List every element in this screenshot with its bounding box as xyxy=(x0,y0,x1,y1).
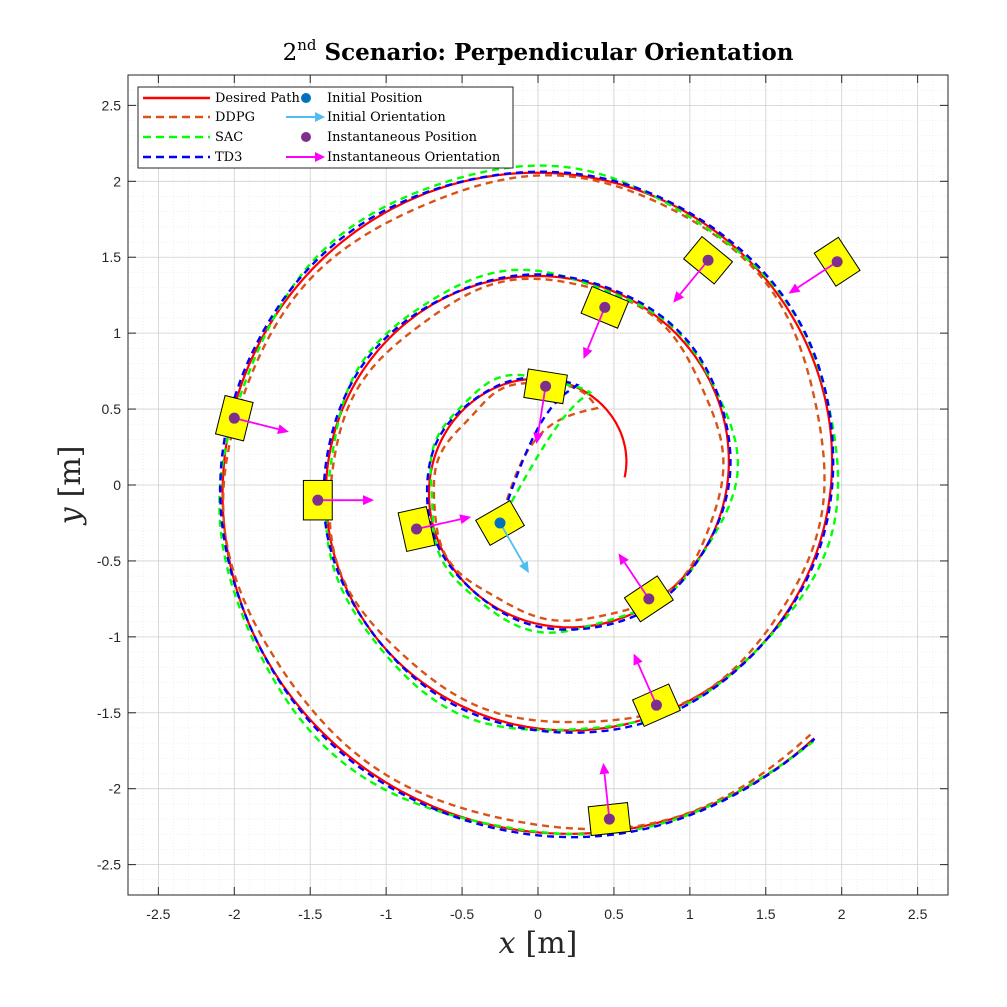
instantaneous-orientation-arrow-head xyxy=(599,762,610,775)
major-grid xyxy=(128,75,948,895)
instantaneous-orientation-arrow-head xyxy=(277,424,289,435)
legend-instantaneous-orientation-label: Instantaneous Orientation xyxy=(327,150,501,165)
instantaneous-orientation-arrow-head xyxy=(673,291,684,303)
instantaneous-orientation-arrow-head xyxy=(583,346,593,359)
instantaneous-orientation-arrow-head xyxy=(533,432,544,444)
instantaneous-position-marker xyxy=(599,301,611,313)
instantaneous-position-marker xyxy=(643,593,655,605)
y-tick-label: -0.5 xyxy=(97,553,121,569)
legend-initial-position-marker xyxy=(301,93,311,103)
y-tick-label: -2.5 xyxy=(97,857,121,873)
instantaneous-position-marker xyxy=(312,494,324,506)
initial-position-marker xyxy=(494,517,506,529)
instantaneous-position-marker xyxy=(540,380,552,392)
instantaneous-orientation-arrow-head xyxy=(633,653,643,666)
x-tick-label: -1.5 xyxy=(298,906,322,922)
legend-instantaneous-position-label: Instantaneous Position xyxy=(327,130,478,145)
x-axis-unit: [m] xyxy=(526,926,578,961)
instantaneous-orientation-arrow-shaft xyxy=(586,306,606,350)
x-tick-label: -2 xyxy=(228,906,241,922)
instantaneous-position-marker xyxy=(228,412,240,424)
instantaneous-orientation-arrow-head xyxy=(363,495,374,506)
instantaneous-orientation-arrow-shaft xyxy=(537,386,547,434)
y-tick-label: 1.5 xyxy=(102,249,122,265)
instantaneous-orientation-arrow-shaft xyxy=(603,773,611,820)
instantaneous-orientation-arrow-shaft xyxy=(416,518,461,530)
y-tick-label: -2 xyxy=(109,781,122,797)
instantaneous-orientation-arrow-shaft xyxy=(234,417,279,431)
instantaneous-position-marker xyxy=(650,699,662,711)
series-line-ddpg xyxy=(222,174,826,831)
instantaneous-position-marker xyxy=(831,256,843,268)
title-main: Scenario: Perpendicular Orientation xyxy=(316,39,793,66)
legend: Desired Path DDPG SAC TD3 Initial Positi… xyxy=(137,86,514,169)
instantaneous-orientation-arrow-head xyxy=(788,283,801,294)
x-axis-label: x [m] xyxy=(499,926,578,961)
x-tick-label: 2.5 xyxy=(908,906,928,922)
x-tick-label: 1 xyxy=(686,906,694,922)
legend-desired-path-label: Desired Path xyxy=(215,91,300,106)
legend-instantaneous-position-marker xyxy=(301,132,311,142)
instantaneous-position-marker xyxy=(702,254,714,266)
instantaneous-position-marker xyxy=(603,813,615,825)
plot-content xyxy=(214,164,861,839)
instantaneous-orientation-arrow-shaft xyxy=(637,663,658,706)
x-axis-symbol: x xyxy=(499,926,516,961)
instantaneous-position-marker xyxy=(411,523,423,535)
x-tick-label: 1.5 xyxy=(756,906,776,922)
x-tick-label: 0 xyxy=(534,906,542,922)
y-tick-label: -1 xyxy=(109,629,122,645)
instantaneous-orientation-arrow-head xyxy=(618,553,629,566)
y-tick-label: -1.5 xyxy=(97,705,121,721)
y-tick-label: 0.5 xyxy=(102,401,122,417)
instantaneous-orientation-arrow-shaft xyxy=(679,259,709,295)
legend-sac-label: SAC xyxy=(215,130,243,145)
x-tick-label: 0.5 xyxy=(604,906,624,922)
initial-orientation-arrow-head xyxy=(519,561,529,574)
legend-ddpg-label: DDPG xyxy=(215,110,255,125)
instantaneous-orientation-arrow-shaft xyxy=(623,561,650,600)
instantaneous-orientation-arrow-head xyxy=(459,514,472,525)
legend-initial-position-label: Initial Position xyxy=(327,91,423,106)
y-tick-label: 2.5 xyxy=(102,97,122,113)
legend-box xyxy=(137,86,514,169)
y-tick-label: 1 xyxy=(113,325,121,341)
x-tick-label: 2 xyxy=(838,906,846,922)
y-axis-unit: [m] xyxy=(53,446,88,498)
legend-instantaneous-orientation-arrow xyxy=(286,152,325,162)
axis-ticks xyxy=(128,75,948,895)
legend-initial-orientation-arrow xyxy=(286,112,325,122)
title-prefix: 2 xyxy=(283,40,298,66)
x-tick-label: -0.5 xyxy=(450,906,474,922)
title-superscript: nd xyxy=(297,36,317,54)
chart-title: 2nd Scenario: Perpendicular Orientation xyxy=(283,36,794,66)
legend-initial-orientation-label: Initial Orientation xyxy=(327,110,446,125)
x-tick-label: -1 xyxy=(380,906,393,922)
y-tick-label: 0 xyxy=(113,477,121,493)
legend-td3-label: TD3 xyxy=(215,150,242,165)
y-axis-label: y [m] xyxy=(53,446,88,527)
initial-orientation-arrow-shaft xyxy=(499,522,525,564)
desired-path-line xyxy=(221,171,834,835)
x-tick-label: -2.5 xyxy=(146,906,170,922)
instantaneous-orientation-arrow-shaft xyxy=(797,261,838,289)
y-tick-label: 2 xyxy=(113,173,121,189)
y-axis-symbol: y xyxy=(53,506,88,526)
tick-labels: -2.5 -2 -1.5 -1 -0.5 0 0.5 1 1.5 2 2.5 -2.5 -2 -1.5 -1… xyxy=(97,97,928,922)
